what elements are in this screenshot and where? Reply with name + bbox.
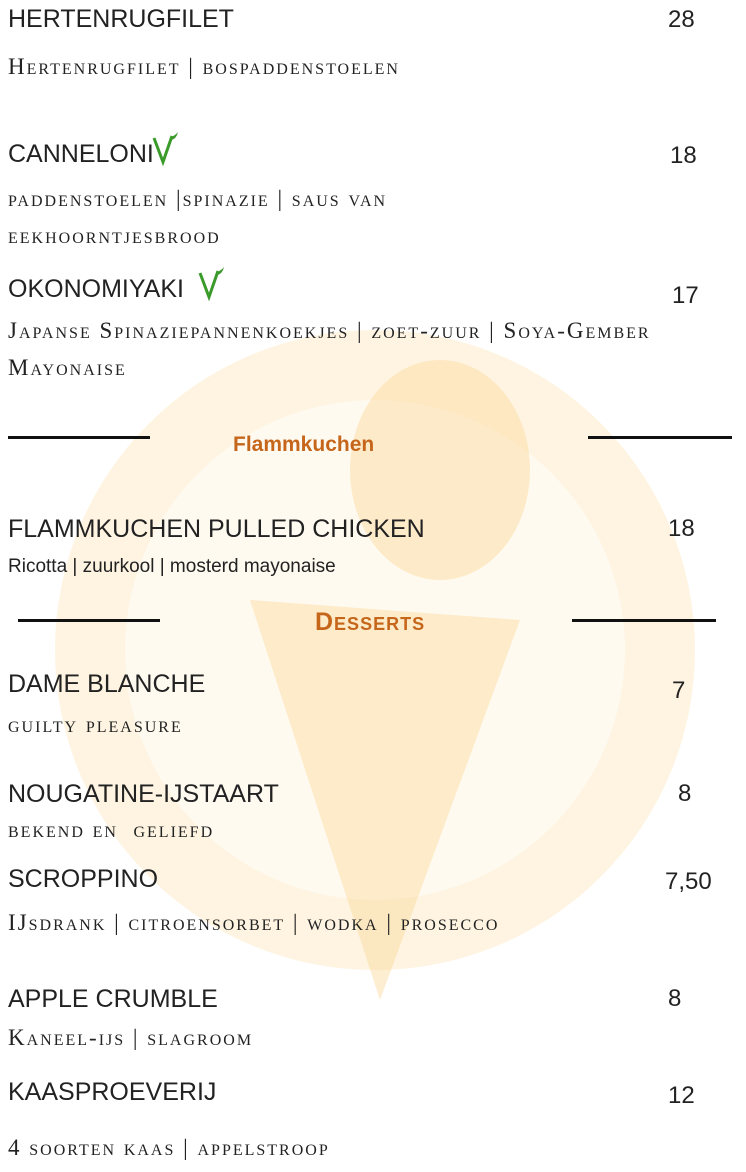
- item-price: 17: [672, 282, 699, 310]
- divider: [572, 619, 716, 622]
- item-description: guilty pleasure: [8, 706, 728, 743]
- divider: [18, 619, 160, 622]
- item-description: Japanse Spinaziepannenkoekjes | zoet-zuu…: [8, 312, 743, 386]
- divider: [588, 436, 732, 439]
- section-title: Flammkuchen: [233, 433, 374, 457]
- item-price: 28: [668, 6, 695, 34]
- item-name: DAME BLANCHE: [8, 670, 205, 699]
- item-name: OKONOMIYAKI: [8, 275, 184, 304]
- vegetarian-icon: [150, 132, 180, 166]
- item-price: 7: [672, 677, 685, 705]
- item-name: NOUGATINE-IJSTAART: [8, 780, 279, 809]
- item-name: HERTENRUGFILET: [8, 5, 234, 34]
- item-description: paddenstoelen |spinazie | saus van eekho…: [8, 180, 548, 254]
- section-title: Desserts: [315, 608, 425, 637]
- item-name: SCROPPINO: [8, 865, 158, 894]
- item-name: FLAMMKUCHEN PULLED CHICKEN: [8, 515, 425, 544]
- item-description: Hertenrugfilet | bospaddenstoelen: [8, 48, 728, 85]
- item-description: 4 soorten kaas | appelstroop: [8, 1129, 728, 1166]
- item-description: bekend en geliefd: [8, 811, 728, 848]
- item-description: IJsdrank | citroensorbet | wodka | prose…: [8, 904, 728, 941]
- item-description: Ricotta | zuurkool | mosterd mayonaise: [8, 548, 728, 585]
- item-price: 18: [668, 515, 695, 543]
- item-price: 8: [678, 780, 691, 808]
- item-name: APPLE CRUMBLE: [8, 985, 218, 1014]
- item-name: KAASPROEVERIJ: [8, 1078, 216, 1107]
- item-price: 7,50: [665, 868, 712, 896]
- vegetarian-icon: [196, 267, 226, 301]
- item-name: CANNELONI: [8, 140, 154, 169]
- item-description: Kaneel-ijs | slagroom: [8, 1019, 728, 1056]
- menu-page: HERTENRUGFILET 28 Hertenrugfilet | bospa…: [0, 0, 746, 1172]
- item-price: 18: [670, 142, 697, 170]
- divider: [8, 436, 150, 439]
- item-price: 8: [668, 985, 681, 1013]
- item-price: 12: [668, 1082, 695, 1110]
